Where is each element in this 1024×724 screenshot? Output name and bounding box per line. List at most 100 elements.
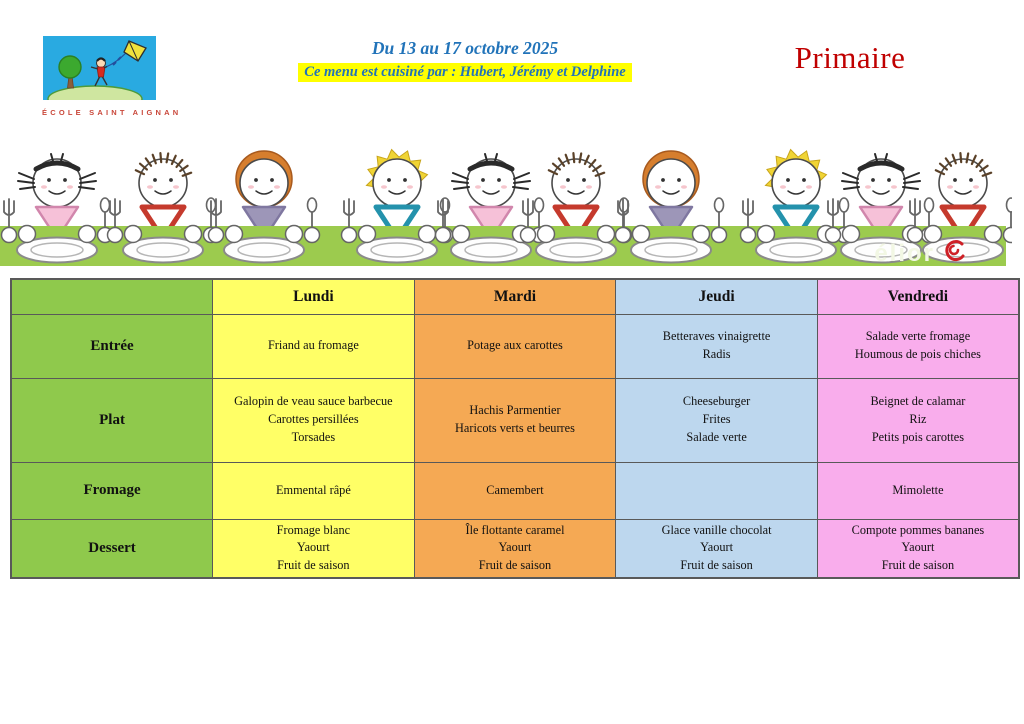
logo-child-arms [90,65,108,70]
bib [139,204,187,242]
day-header-lundi: Lundi [212,278,415,315]
cheek [973,185,979,189]
menu-item-line: Yaourt [296,540,330,555]
elior-logo-text: élior [874,240,935,267]
menu-item-line: Compote pommes bananes [851,522,985,537]
pigtails [17,153,97,190]
plate-icon [450,236,532,264]
hair [33,160,81,172]
child-figure [134,152,193,242]
menu-cell: Mimolette [816,461,1020,520]
hand [340,226,358,244]
header-block: Du 13 au 17 octobre 2025 Ce menu est cui… [230,38,700,82]
fork-icon [437,198,449,232]
menu-item-line: Yaourt [498,540,532,555]
hand [739,226,757,244]
menu-item-line: Radis [702,347,731,361]
place-setting [906,197,1012,264]
cheek [780,185,786,189]
menu-item-line: Fruit de saison [277,558,350,573]
cheek [501,185,507,189]
menu-item-line: Galopin de veau sauce barbecue [234,394,393,409]
place-setting [106,197,220,264]
menu-cell [615,461,818,520]
menu-item-line: Fruit de saison [881,558,955,573]
menu-item-line: Petits pois carottes [871,429,965,444]
eye [169,178,173,182]
hand [983,224,1003,244]
menu-cell: Friand au fromage [212,313,415,379]
child-figure [365,148,429,242]
bib [34,205,80,241]
eye [270,178,274,182]
plate-inner [549,242,603,258]
date-range: Du 13 au 17 octobre 2025 [371,38,559,58]
cheek [947,185,953,189]
hand [17,224,37,244]
hand [710,226,728,244]
school-logo: ÉCOLE SAINT AIGNAN [42,36,178,117]
day-header-vendredi: Vendredi [816,278,1020,315]
logo-child-hair [96,57,106,62]
cheek [891,185,897,189]
head [551,158,601,208]
day-header-jeudi: Jeudi [615,278,818,315]
menu-cell: Camembert [413,461,617,520]
child-figure [934,152,993,242]
menu-cell: Galopin de veau sauce barbecue Carottes p… [212,377,415,463]
hand [536,224,556,244]
menu-item-line: Carottes persillées [268,412,359,427]
school-logo-icon [43,36,156,113]
menu-item-line: Torsades [291,429,336,444]
eye [47,178,51,182]
elior-swirl-inner [948,244,960,256]
spoon-icon [838,197,850,213]
cheek [173,185,179,189]
hand [77,224,97,244]
page-title: Primaire [794,40,906,75]
menu-cell: Cheeseburger Frites Salade verte [615,377,818,463]
plate-icon [122,236,204,264]
hand [596,224,616,244]
hand [824,226,842,244]
hand [841,224,861,244]
plate-inner [464,242,518,258]
bib [552,204,600,242]
plate-icon [840,236,922,264]
head [138,158,188,208]
menu-item-line: Yaourt [700,540,734,555]
cheek [147,185,153,189]
menu-item-line: Emmental râpé [276,482,351,497]
smile [482,190,500,195]
bib [468,205,514,241]
bib [858,205,904,241]
eye [661,178,665,182]
eye [677,178,681,182]
hair [547,152,606,177]
eye [387,178,391,182]
row-label: Entrée [10,313,214,379]
menu-cell: Beignet de calamar Riz Petits pois carotte… [816,377,1020,463]
smile [954,190,972,195]
fork-icon [827,198,839,232]
menu-item-line: Potage aux carottes [467,338,563,353]
spoon-icon [923,197,935,213]
spoon-icon [99,197,111,213]
cheek [67,185,73,189]
hair [934,152,993,177]
hand [224,224,244,244]
hand [303,226,321,244]
smile [872,190,890,195]
menu-item-line: Friand au fromage [267,338,359,353]
plate-icon [356,236,438,264]
hand [1002,226,1012,244]
plate-inner [644,242,698,258]
head [646,158,696,208]
eye [481,178,485,182]
eye [497,178,501,182]
child-figure [547,152,606,242]
hand [0,226,18,244]
menu-item-line: Fromage blanc [276,522,351,537]
menu-cell: Potage aux carottes [413,313,617,379]
